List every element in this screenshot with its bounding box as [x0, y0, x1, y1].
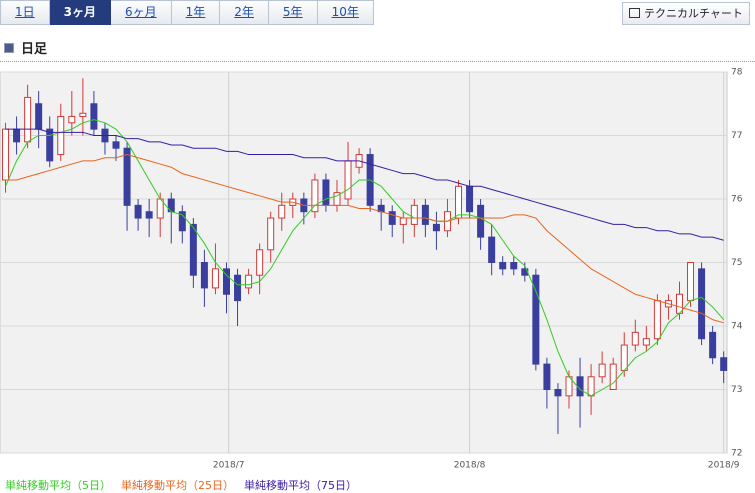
- candle-body: [267, 217, 275, 251]
- candle-body: [388, 211, 396, 225]
- y-tick-label: 72: [731, 449, 742, 459]
- y-tick-label: 75: [731, 258, 742, 268]
- candle-body: [554, 389, 562, 397]
- candle-body: [609, 363, 617, 391]
- y-tick-label: 73: [731, 385, 742, 395]
- tab[interactable]: 3ヶ月: [49, 0, 111, 25]
- divider: [0, 61, 755, 62]
- candle-body: [642, 338, 650, 346]
- candle-body: [57, 115, 65, 156]
- candle-body: [698, 268, 706, 340]
- candle-body: [653, 300, 661, 340]
- candle-body: [222, 268, 230, 295]
- candle-body: [178, 211, 186, 232]
- candle-body: [532, 274, 540, 365]
- candle-body: [720, 357, 728, 371]
- y-tick-label: 76: [731, 195, 743, 205]
- candle-body: [488, 236, 496, 264]
- candle-body: [421, 204, 429, 225]
- candle-body: [13, 128, 21, 143]
- moving-average-line: [5, 119, 725, 397]
- y-tick-label: 78: [731, 68, 743, 78]
- candle-body: [68, 115, 76, 124]
- moving-average-line: [5, 154, 724, 324]
- candle-body: [687, 262, 695, 302]
- chart: 72 73 74 75 76 77 78 2018/7 2018/8 2018/9: [0, 68, 743, 471]
- candle-body: [510, 262, 518, 270]
- candle-body: [466, 185, 474, 213]
- candle-body: [543, 363, 551, 391]
- candle-body: [90, 103, 98, 130]
- period-tabs: 1日 3ヶ月 6ヶ月 1年 2年 5年 10年: [0, 0, 374, 25]
- legend-entry: 単純移動平均（75日）: [244, 479, 357, 492]
- candle-body: [631, 331, 639, 346]
- legend: 単純移動平均（5日） 単純移動平均（25日） 単純移動平均（75日）: [5, 477, 357, 493]
- technical-chart-button[interactable]: テクニカルチャート: [622, 2, 750, 25]
- candle-body: [79, 112, 87, 117]
- candle-body: [311, 179, 319, 213]
- candle-body: [432, 223, 440, 232]
- candle-body: [455, 185, 463, 219]
- candle-body: [499, 262, 507, 270]
- candle-body: [189, 223, 197, 276]
- candle-body: [2, 128, 10, 181]
- candle-body: [620, 344, 628, 371]
- tab[interactable]: 1年: [171, 0, 221, 25]
- candle-body: [278, 204, 286, 219]
- section-title: 日足: [21, 42, 48, 57]
- section-header: 日足: [4, 38, 47, 57]
- candle-body: [200, 262, 208, 289]
- legend-entry: 単純移動平均（5日）: [5, 479, 111, 492]
- y-tick-label: 74: [731, 322, 743, 332]
- candle-body: [344, 160, 352, 200]
- candle-body: [145, 211, 153, 219]
- tab[interactable]: 2年: [220, 0, 269, 25]
- legend-entry: 単純移動平均（25日）: [121, 479, 234, 492]
- candle-body: [234, 274, 242, 302]
- tab[interactable]: 1日: [0, 0, 50, 25]
- candle-body: [123, 147, 131, 206]
- candle-body: [709, 331, 717, 359]
- candle-body: [587, 376, 595, 397]
- button-label: テクニカルチャート: [644, 7, 743, 20]
- candle-body: [245, 274, 253, 289]
- candle-body: [46, 128, 54, 162]
- x-tick-label: 2018/8: [454, 461, 486, 471]
- tab[interactable]: 10年: [317, 0, 374, 25]
- candle-body: [211, 268, 219, 289]
- candle-body: [134, 204, 142, 219]
- x-tick-label: 2018/7: [213, 461, 245, 471]
- tab[interactable]: 6ヶ月: [111, 0, 172, 25]
- candle-body: [112, 141, 120, 149]
- candle-body: [410, 204, 418, 225]
- tab[interactable]: 5年: [268, 0, 318, 25]
- moving-average-line: [5, 128, 724, 241]
- candle-body: [598, 363, 606, 378]
- candle-body: [256, 249, 264, 276]
- y-tick-label: 77: [731, 131, 742, 141]
- candle-body: [322, 179, 330, 206]
- candle-body: [477, 204, 485, 238]
- candle-body: [24, 96, 32, 143]
- candle-body: [35, 103, 43, 130]
- x-tick-label: 2018/9: [708, 461, 740, 471]
- candle-body: [399, 217, 407, 225]
